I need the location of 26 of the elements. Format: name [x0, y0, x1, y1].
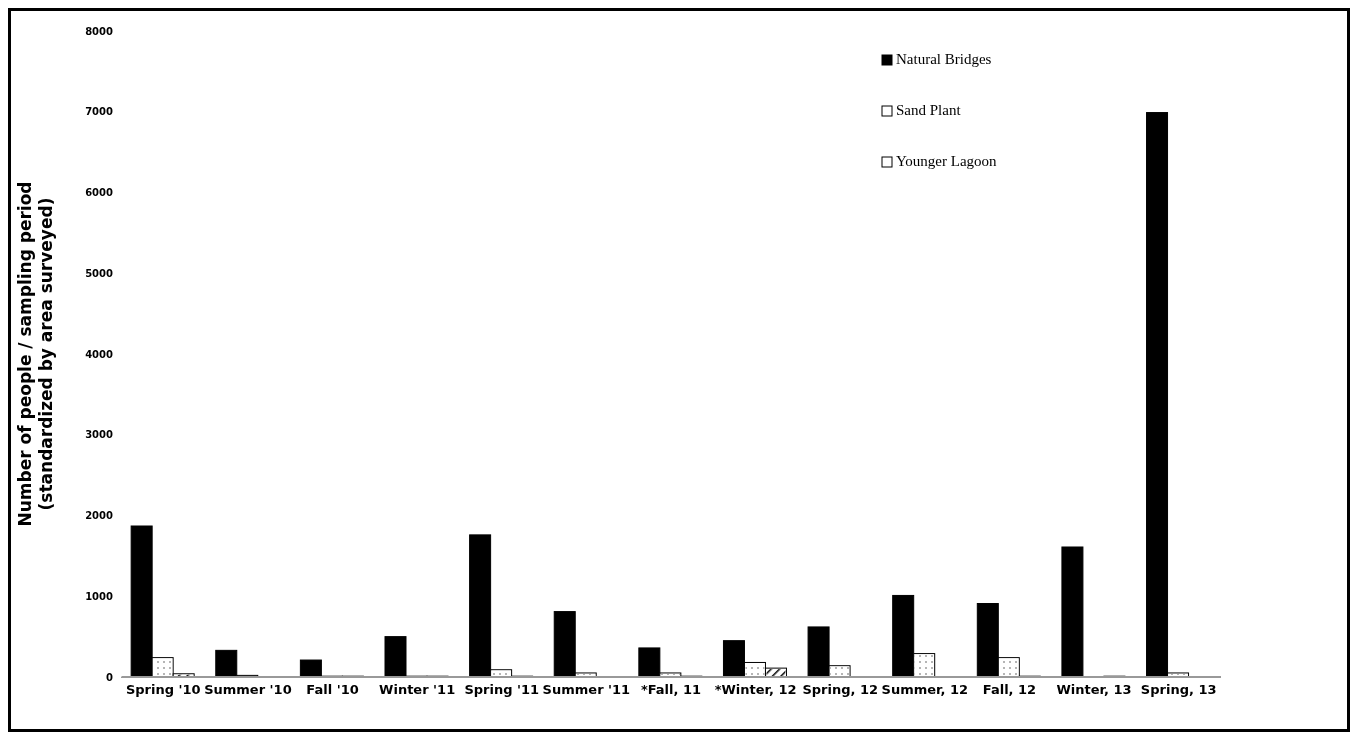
- y-axis-title: Number of people / sampling period (standardized by area surveyed): [15, 181, 56, 527]
- y-tick-label: 2000: [85, 510, 114, 522]
- x-tick-label: Spring, 13: [1140, 682, 1217, 698]
- x-tick-label: Winter '11: [379, 682, 456, 698]
- x-tick-label: *Fall, 11: [640, 682, 702, 698]
- y-tick-label: 5000: [85, 267, 114, 279]
- x-tick-label: Summer, 12: [881, 682, 969, 698]
- x-tick-label: Summer '11: [542, 682, 631, 698]
- x-tick-label: Spring '10: [125, 682, 201, 698]
- y-tick-label: 0: [106, 671, 114, 683]
- legend-label: Sand Plant: [896, 102, 961, 119]
- y-tick-label: 6000: [85, 187, 114, 199]
- x-tick-label: *Winter, 12: [714, 682, 797, 698]
- y-tick-label: 3000: [85, 429, 114, 441]
- x-tick-label: Spring, 12: [802, 682, 879, 698]
- x-tick-label: Fall, 12: [982, 682, 1037, 698]
- x-tick-label: Fall '10: [306, 682, 359, 698]
- y-tick-label: 7000: [85, 106, 114, 118]
- y-tick-label: 8000: [85, 25, 114, 37]
- x-tick-label: Winter, 13: [1056, 682, 1132, 698]
- x-tick-label: Spring '11: [464, 682, 540, 698]
- legend-label: Younger Lagoon: [896, 153, 997, 170]
- y-tick-label: 4000: [85, 348, 114, 360]
- legend-label: Natural Bridges: [896, 51, 992, 68]
- x-tick-label: Summer '10: [204, 682, 292, 698]
- y-tick-label: 1000: [85, 590, 114, 602]
